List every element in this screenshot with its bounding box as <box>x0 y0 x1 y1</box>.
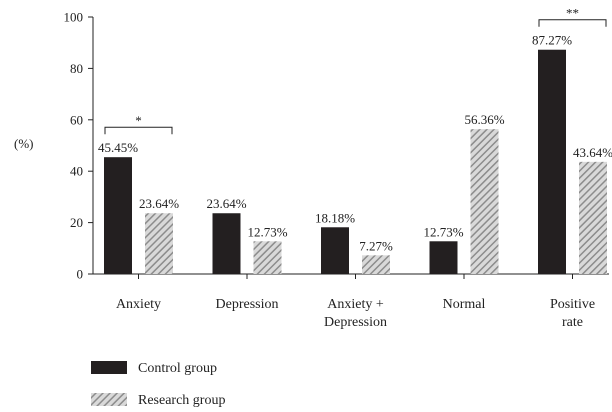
significance-markers: *** <box>104 6 607 135</box>
legend-swatch <box>91 361 127 374</box>
data-label: 45.45% <box>98 140 138 155</box>
data-label: 12.73% <box>247 224 287 239</box>
bar-control <box>212 213 241 274</box>
bar-research <box>362 255 390 274</box>
data-label: 43.64% <box>573 145 612 160</box>
legend-label: Control group <box>138 361 217 376</box>
y-tick-label: 40 <box>70 164 83 179</box>
legend-label: Research group <box>138 393 225 408</box>
y-tick-label: 0 <box>77 267 84 282</box>
significance-marker: * <box>135 113 142 128</box>
bar-research <box>579 161 607 274</box>
category-label: Depression <box>216 297 279 312</box>
data-label: 87.27% <box>532 33 572 48</box>
data-label: 23.64% <box>206 196 246 211</box>
significance-marker: ** <box>566 6 579 21</box>
y-axis-label: (%) <box>14 136 34 151</box>
data-label: 56.36% <box>464 112 504 127</box>
bar-control <box>429 241 458 274</box>
legend-swatch <box>91 393 127 406</box>
bar-control <box>321 227 349 274</box>
data-labels: 45.45%23.64%18.18%12.73%87.27%23.64%12.7… <box>98 33 612 254</box>
legend: Control group Research group <box>91 361 225 408</box>
y-tick-label: 100 <box>64 10 84 25</box>
bar-research <box>253 241 282 274</box>
y-tick-label: 80 <box>70 61 83 76</box>
significance-bracket <box>104 126 173 135</box>
significance-bracket <box>538 19 607 27</box>
bars <box>104 49 607 275</box>
category-label: Anxiety <box>116 297 161 312</box>
data-label: 18.18% <box>315 210 355 225</box>
category-labels: Anxiety Depression Anxiety + Depression Norm… <box>116 297 595 330</box>
bar-research <box>145 213 173 274</box>
category-label: Anxiety + Depression <box>324 297 387 330</box>
y-tick-label: 20 <box>70 215 83 230</box>
category-label: Positive rate <box>550 297 595 330</box>
data-label: 7.27% <box>359 238 393 253</box>
category-label: Normal <box>443 297 486 312</box>
bar-control <box>104 157 132 274</box>
y-tick-label: 60 <box>70 112 83 127</box>
data-label: 12.73% <box>423 224 463 239</box>
data-label: 23.64% <box>139 196 179 211</box>
bar-control <box>538 49 566 275</box>
bar-research <box>470 129 499 274</box>
axes: 0 20 40 60 80 100 <box>64 10 609 282</box>
